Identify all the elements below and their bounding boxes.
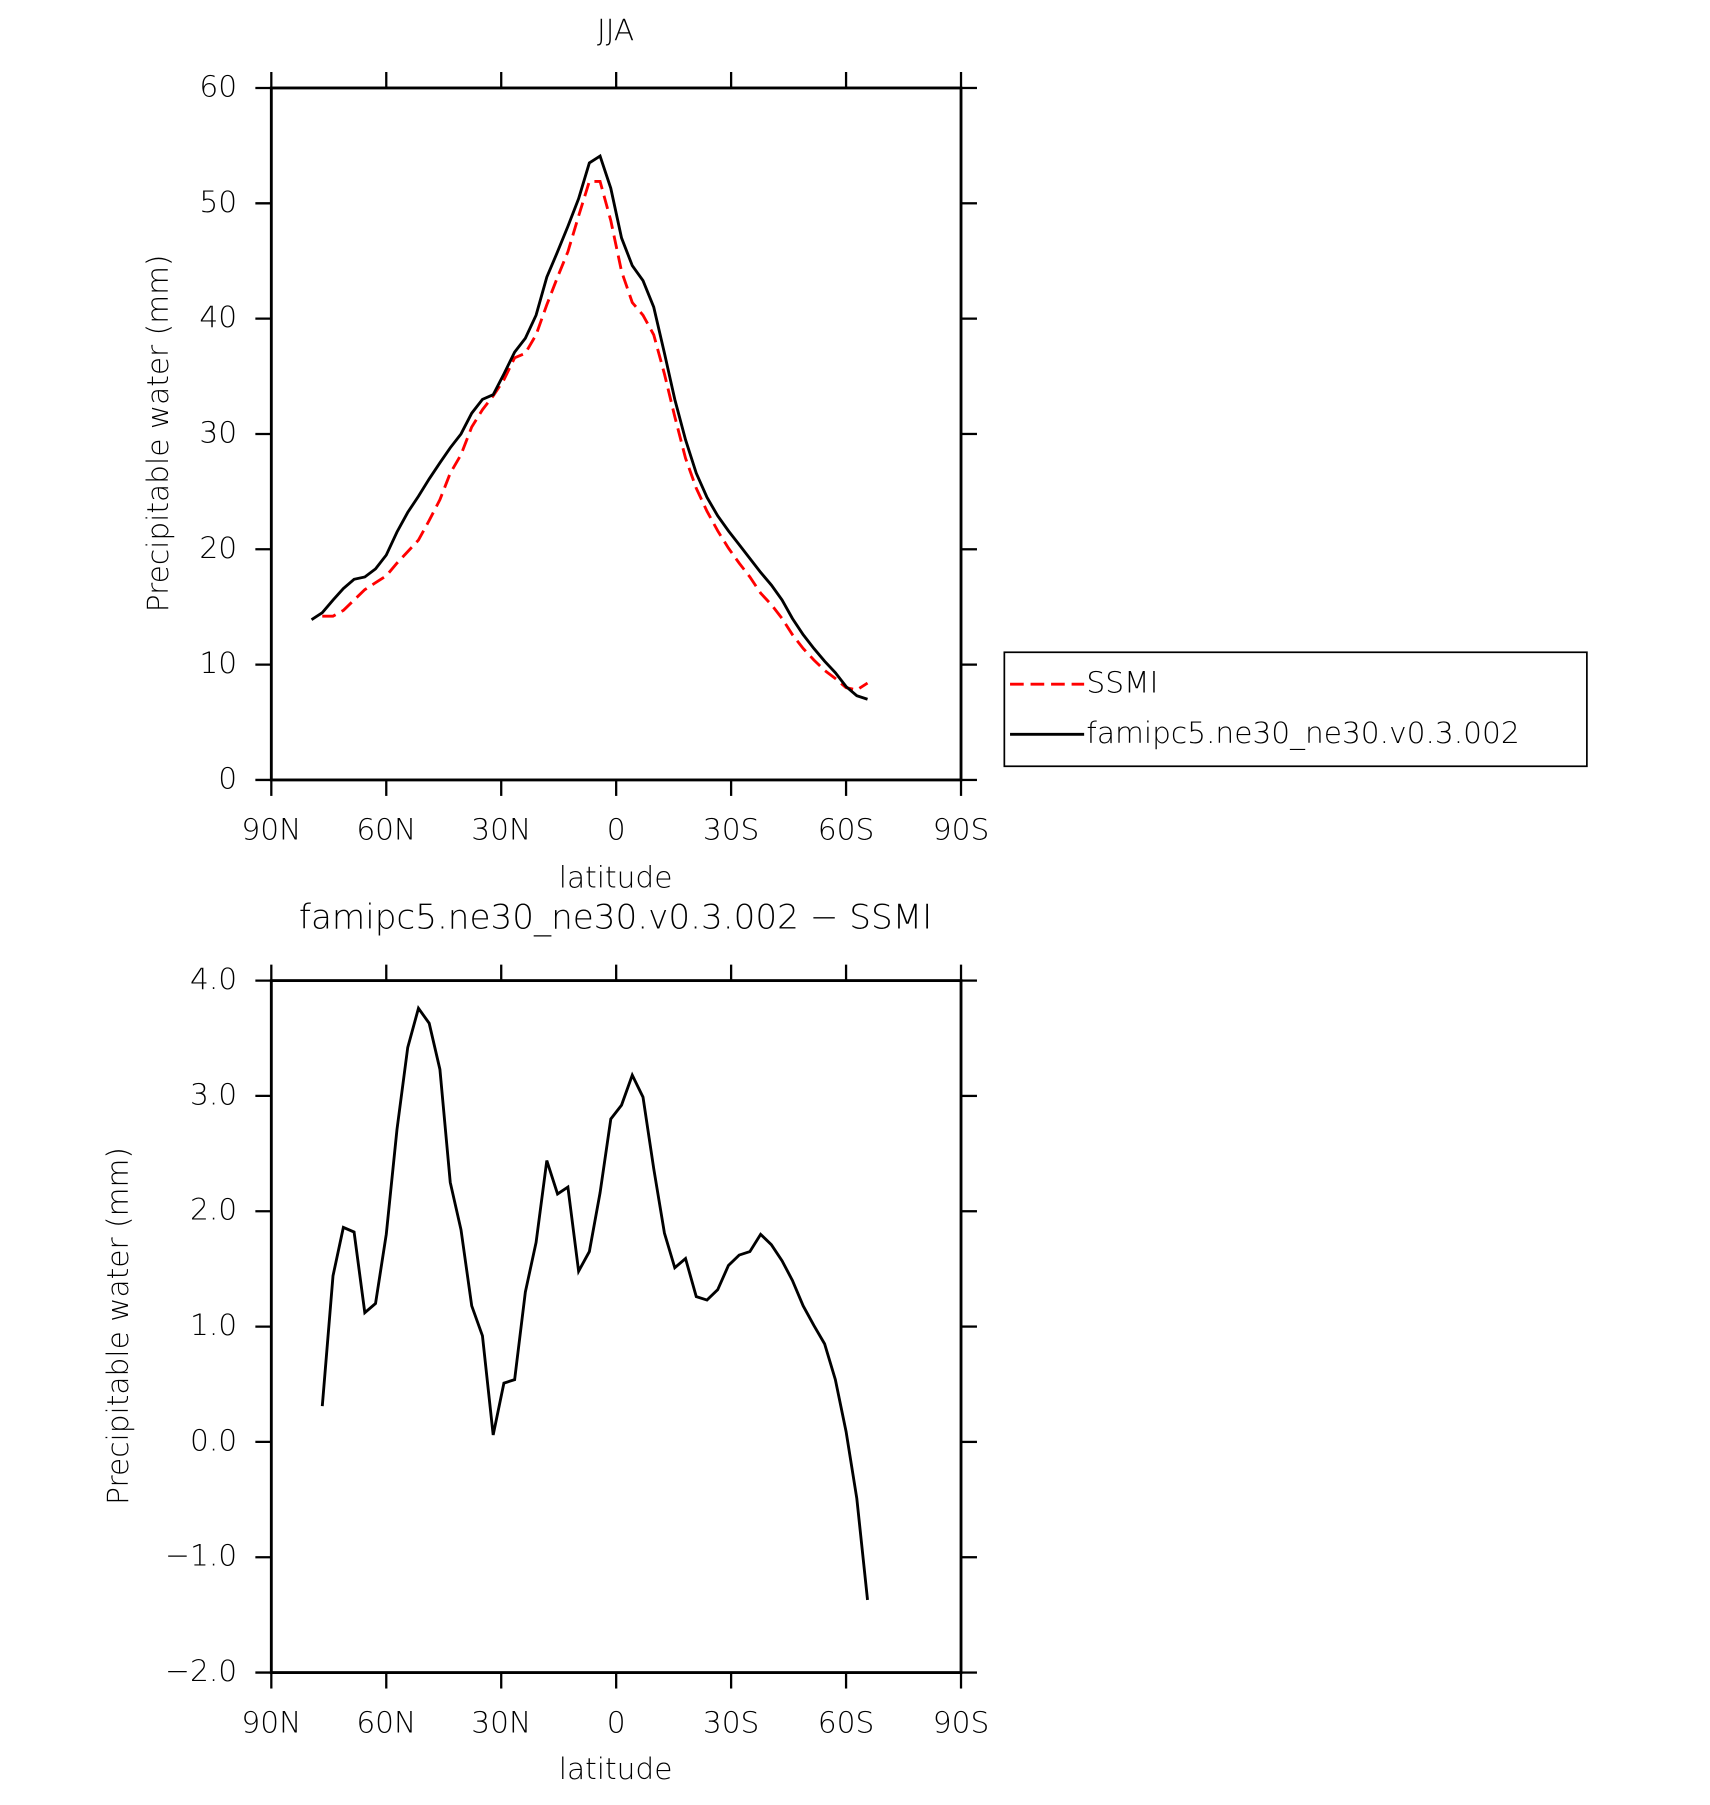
chart-title: JJA	[597, 13, 634, 48]
x-tick-label: 0	[607, 812, 626, 847]
legend-label: famipc5.ne30_ne30.v0.3.002	[1086, 715, 1519, 751]
x-tick-label: 30N	[471, 812, 531, 847]
x-tick-label: 60S	[818, 1704, 875, 1739]
y-tick-label: −2.0	[165, 1653, 237, 1688]
plot-frame	[269, 979, 963, 1674]
x-tick-label: 30S	[703, 1704, 760, 1739]
y-tick-label: 40	[199, 299, 237, 334]
legend-label: SSMI	[1086, 665, 1158, 700]
y-tick-label: 2.0	[190, 1192, 237, 1227]
x-tick-label: 90N	[241, 812, 301, 847]
chart-title: famipc5.ne30_ne30.v0.3.002 − SSMI	[299, 898, 932, 938]
x-axis-label: latitude	[559, 860, 673, 895]
x-tick-label: 90S	[933, 812, 990, 847]
x-tick-label: 0	[607, 1704, 626, 1739]
y-tick-label: 30	[199, 414, 237, 449]
data-line	[310, 153, 868, 701]
y-tick-label: 0	[218, 760, 237, 795]
y-axis-label: Precipitable water (mm)	[100, 1147, 135, 1505]
x-tick-label: 30N	[471, 1704, 531, 1739]
data-line	[322, 179, 869, 692]
y-tick-label: 1.0	[190, 1307, 237, 1342]
y-tick-label: 20	[199, 530, 237, 565]
x-tick-label: 30S	[703, 812, 760, 847]
y-tick-label: 60	[199, 68, 237, 103]
x-tick-label: 90S	[933, 1704, 990, 1739]
x-axis-label: latitude	[559, 1751, 673, 1786]
x-tick-label: 60N	[356, 1704, 416, 1739]
y-tick-label: 3.0	[190, 1076, 237, 1111]
y-tick-label: −1.0	[165, 1538, 237, 1573]
x-tick-label: 90N	[241, 1704, 301, 1739]
plot-frame	[269, 86, 963, 782]
x-tick-label: 60S	[818, 812, 875, 847]
y-tick-label: 4.0	[190, 961, 237, 996]
y-tick-label: 0.0	[190, 1422, 237, 1457]
data-line	[320, 1005, 869, 1601]
x-tick-label: 60N	[356, 812, 416, 847]
legend-box	[1003, 651, 1588, 768]
y-tick-label: 10	[199, 645, 237, 680]
y-tick-label: 50	[199, 184, 237, 219]
y-axis-label: Precipitable water (mm)	[140, 255, 175, 613]
